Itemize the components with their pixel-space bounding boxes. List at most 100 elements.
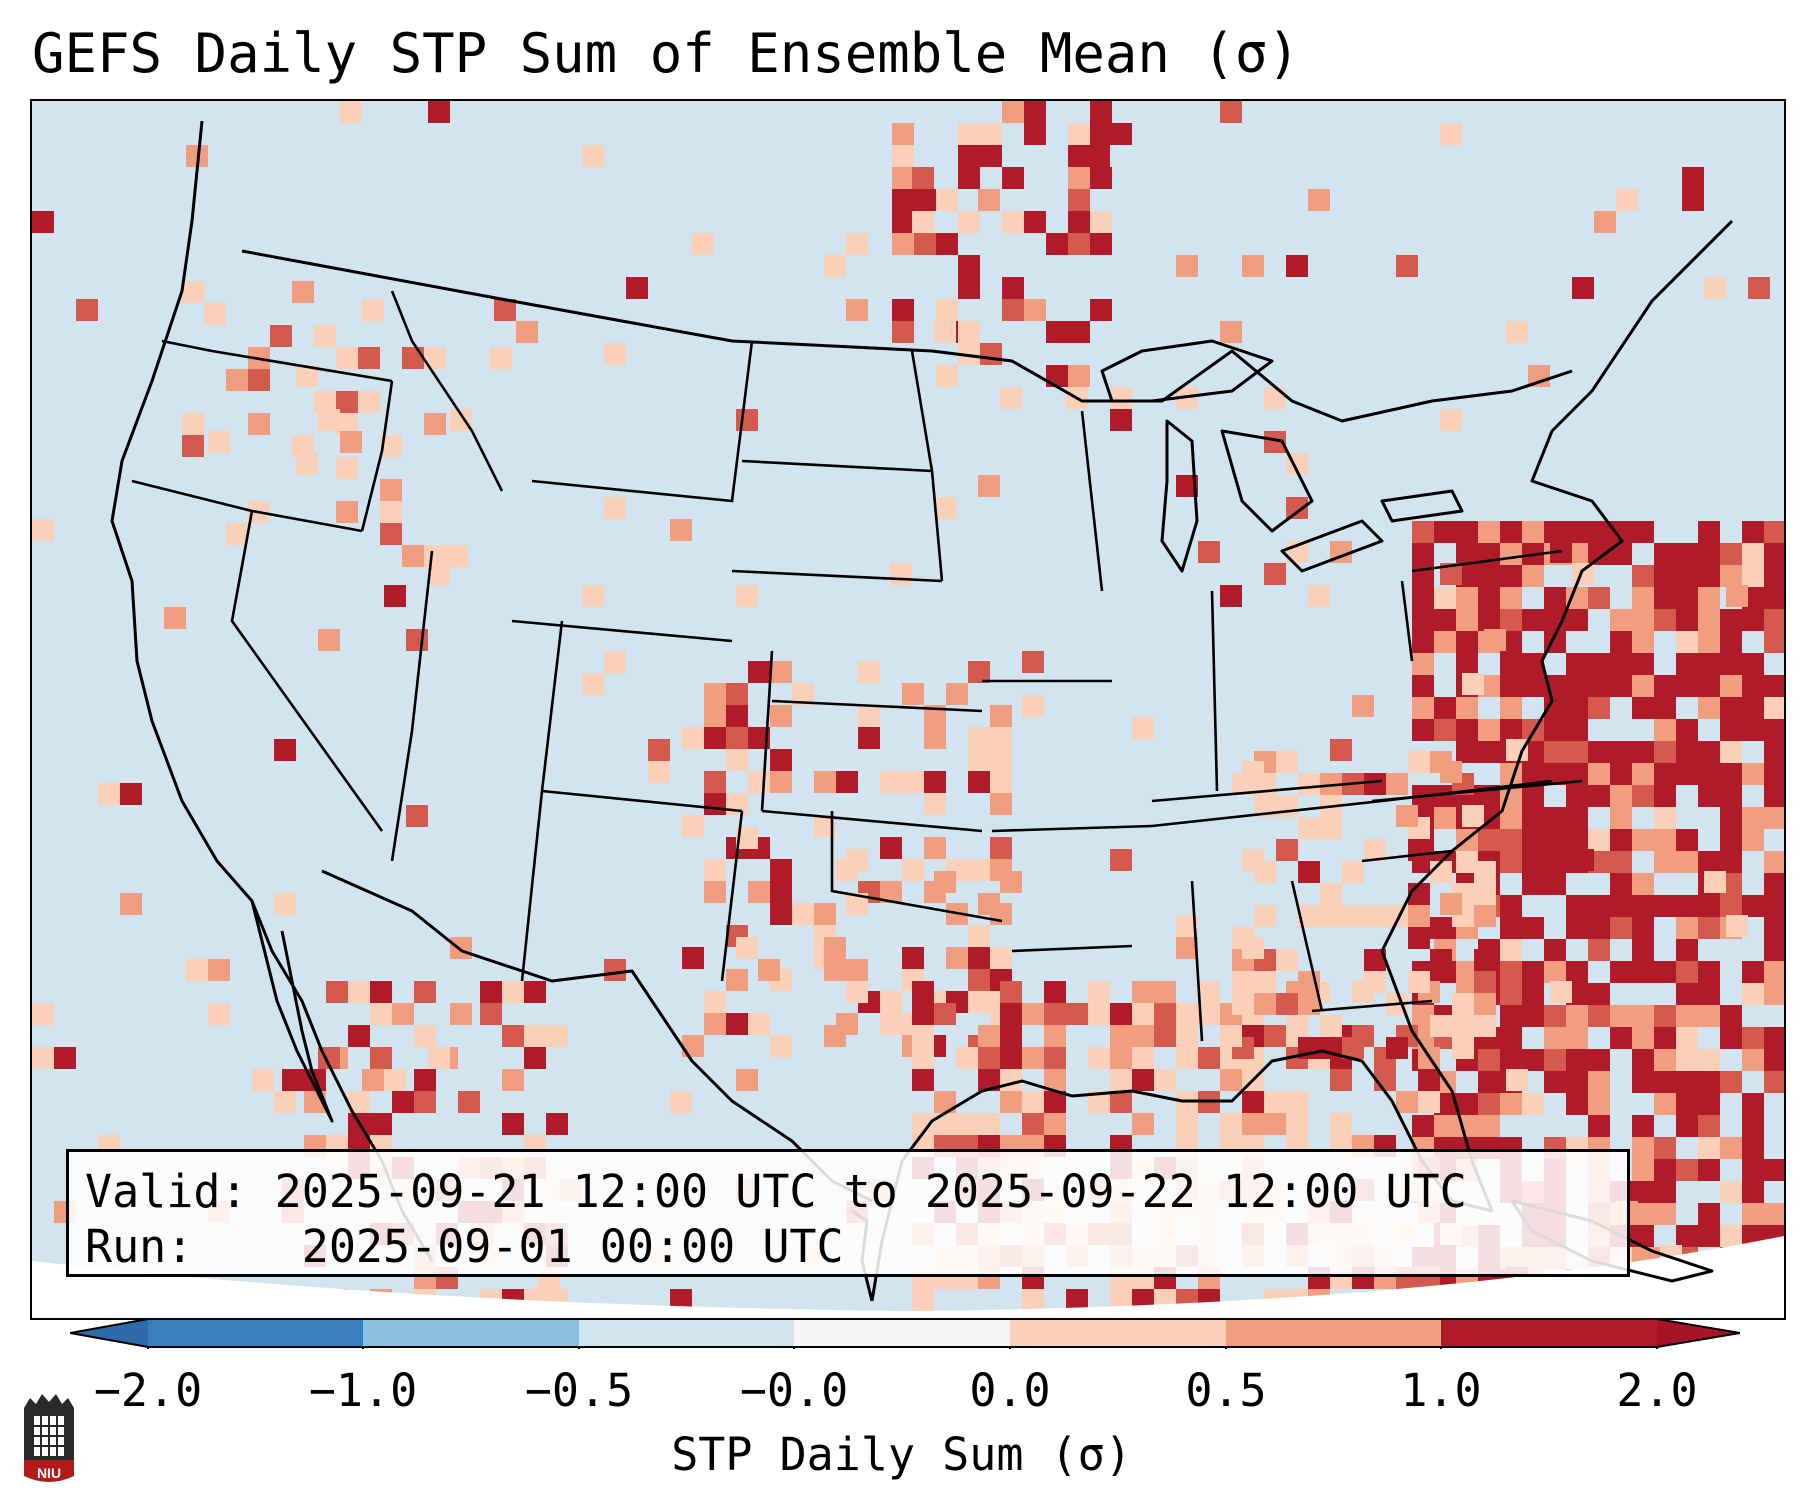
stp-cell — [336, 391, 358, 413]
stp-cell — [1742, 1093, 1764, 1115]
stp-cell — [1566, 587, 1588, 609]
stp-cell — [1632, 1225, 1654, 1247]
stp-cell — [1068, 145, 1090, 167]
stp-cell — [1654, 565, 1676, 587]
stp-cell — [1566, 653, 1588, 675]
stp-cell — [936, 233, 958, 255]
stp-cell — [1066, 1003, 1088, 1025]
stp-cell — [936, 189, 958, 211]
stp-cell — [1742, 961, 1764, 983]
lake-ontario — [1380, 489, 1464, 523]
stp-cell — [1478, 719, 1500, 741]
stp-cell — [1764, 1159, 1784, 1181]
stp-cell — [1090, 233, 1112, 255]
stp-cell — [824, 959, 846, 981]
stp-cell — [1632, 609, 1654, 631]
stp-cell — [770, 749, 792, 771]
stp-cell — [892, 299, 914, 321]
stp-cell — [704, 991, 726, 1013]
stp-cell — [1088, 981, 1110, 1003]
stp-cell — [1676, 1071, 1698, 1093]
stp-cell — [406, 629, 428, 651]
stp-cell — [1610, 763, 1632, 785]
stp-cell — [348, 981, 370, 1003]
stp-cell — [1412, 675, 1434, 697]
stp-cell — [1654, 807, 1676, 829]
stp-cell — [792, 903, 814, 925]
stp-cell — [1320, 773, 1342, 795]
stp-cell — [980, 343, 1002, 365]
stp-cell — [1698, 1049, 1720, 1071]
stp-cell — [1654, 1071, 1676, 1093]
stp-cell — [846, 981, 868, 1003]
stp-cell — [424, 347, 446, 369]
stp-cell — [1588, 697, 1610, 719]
stp-cell — [1720, 653, 1742, 675]
stp-cell — [1176, 255, 1198, 277]
stp-cell — [1220, 101, 1242, 123]
stp-cell — [32, 519, 54, 541]
stp-cell — [182, 413, 204, 435]
colorbar-bin — [1226, 1319, 1441, 1347]
stp-cell — [336, 347, 358, 369]
stp-cell — [1088, 145, 1110, 167]
stp-cell — [1698, 1005, 1720, 1027]
stp-cell — [1764, 785, 1784, 807]
stp-cell — [1440, 761, 1462, 783]
border-co-ks — [760, 650, 774, 812]
stp-cell — [1742, 697, 1764, 719]
stp-cell — [1698, 1137, 1720, 1159]
stp-cell — [1500, 917, 1522, 939]
stp-cell — [1198, 541, 1220, 563]
stp-cell — [1704, 871, 1726, 893]
stp-cell — [1566, 741, 1588, 763]
stp-cell — [1654, 1159, 1676, 1181]
stp-cell — [1044, 1069, 1066, 1091]
stp-cell — [1286, 255, 1308, 277]
stp-cell — [1588, 785, 1610, 807]
stp-cell — [1478, 521, 1500, 543]
stp-cell — [1676, 939, 1698, 961]
stp-cell — [912, 1289, 934, 1311]
colorbar-bin — [148, 1319, 363, 1347]
stp-cell — [1654, 961, 1676, 983]
stp-cell — [296, 453, 318, 475]
stp-cell — [1588, 675, 1610, 697]
stp-cell — [726, 705, 748, 727]
stp-cell — [814, 815, 836, 837]
stp-cell — [1720, 1137, 1742, 1159]
stp-cell — [1588, 1071, 1610, 1093]
stp-cell — [1566, 1027, 1588, 1049]
stp-cell — [1654, 719, 1676, 741]
stp-cell — [1720, 1181, 1742, 1203]
stp-cell — [648, 761, 670, 783]
stp-cell — [1610, 675, 1632, 697]
stp-cell — [1632, 763, 1654, 785]
stp-cell — [814, 903, 836, 925]
stp-cell — [1456, 961, 1478, 983]
map-panel[interactable] — [30, 99, 1786, 1320]
stp-cell — [1320, 1015, 1342, 1037]
stp-cell — [1412, 521, 1434, 543]
stp-cell — [1330, 739, 1352, 761]
stp-cell — [1320, 817, 1342, 839]
stp-cell — [1764, 807, 1784, 829]
valid-label: Valid: — [85, 1165, 248, 1218]
stp-cell — [1676, 1115, 1698, 1137]
stp-cell — [626, 277, 648, 299]
stp-cell — [1500, 983, 1522, 1005]
stp-cell — [1676, 609, 1698, 631]
stp-cell — [980, 123, 1002, 145]
stp-cell — [1566, 917, 1588, 939]
stp-cell — [726, 727, 748, 749]
stp-cell — [208, 959, 230, 981]
stp-cell — [1720, 1225, 1742, 1247]
stp-cell — [1500, 939, 1522, 961]
stp-cell — [336, 457, 358, 479]
stp-cell — [1132, 1047, 1154, 1069]
stp-cell — [1654, 697, 1676, 719]
stp-cell — [924, 837, 946, 859]
stp-cell — [1764, 521, 1784, 543]
stp-cell — [1610, 543, 1632, 565]
stp-cell — [406, 805, 428, 827]
